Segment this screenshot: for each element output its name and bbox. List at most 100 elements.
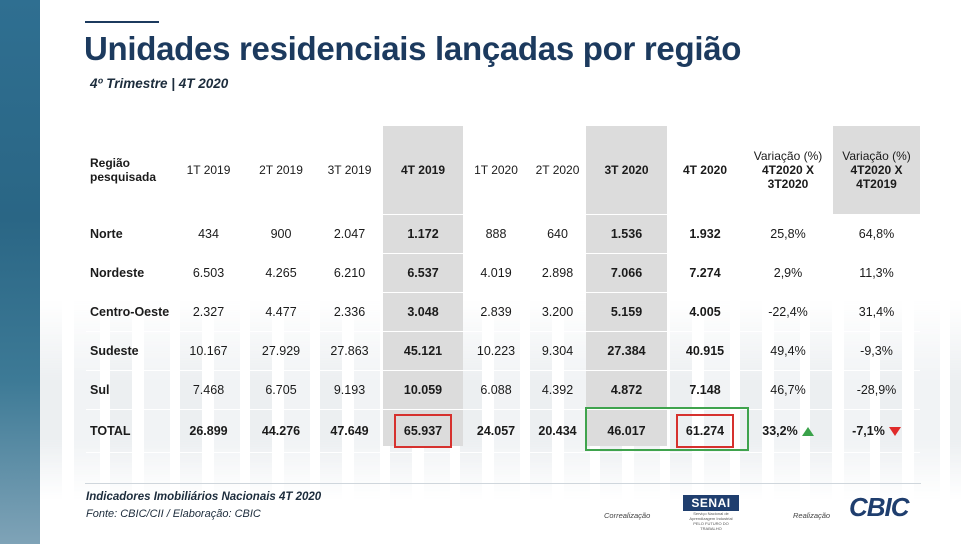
value-cell: -28,9% (833, 370, 920, 410)
var2-label: Variação (%) (842, 149, 911, 163)
value-text: 11,3% (859, 266, 894, 280)
sidebar-accent (0, 0, 40, 544)
value-cell: 7.066 (586, 253, 667, 293)
value-text: 9.304 (541, 344, 574, 358)
value-text: 45.121 (403, 344, 443, 358)
value-cell: 6.210 (316, 253, 383, 293)
value-cell: 3.200 (529, 292, 586, 332)
col-header-3t2020: 3T 2020 (586, 126, 667, 215)
highlight-red-value: 65.937 (393, 414, 453, 448)
value-text: 20.434 (538, 424, 577, 438)
table-row: Norte 434 900 2.047 1.172 888 640 1.536 1.932 25,… (86, 214, 920, 254)
value-text: 640 (547, 227, 568, 241)
correalizacao-label: Correalização (604, 511, 651, 520)
value-text: 1.932 (689, 227, 721, 241)
value-text: 46,7% (770, 383, 806, 397)
value-text: 27.863 (330, 344, 369, 358)
col-header-var-3t: Variação (%) 4T2020 X 3T2020 (743, 126, 833, 215)
regions-table: Região pesquisada 1T 2019 2T 2019 3T 201… (86, 126, 920, 453)
table-row: Centro-Oeste 2.327 4.477 2.336 3.048 2.839 3.2… (86, 292, 920, 332)
var1-label: Variação (%) (753, 149, 823, 163)
value-cell: 10.059 (383, 370, 463, 410)
value-cell: 900 (246, 214, 316, 254)
value-text: 7.274 (689, 266, 721, 280)
value-cell: 4.265 (246, 253, 316, 293)
value-text: 4.265 (265, 266, 297, 280)
value-cell: 27.384 (586, 331, 667, 371)
value-cell: 6.088 (463, 370, 529, 410)
col-header-var-4t: Variação (%) 4T2020 X 4T2019 (833, 126, 920, 215)
value-cell: 4.477 (246, 292, 316, 332)
value-text: 3.048 (407, 305, 439, 319)
value-cell: 20.434 (529, 409, 586, 453)
value-cell: 49,4% (743, 331, 833, 371)
value-cell: 2.898 (529, 253, 586, 293)
value-cell: 45.121 (383, 331, 463, 371)
value-cell: 7.148 (667, 370, 743, 410)
value-text: 26.899 (189, 424, 228, 438)
value-text: 4.392 (541, 383, 574, 397)
col-header-1t2019: 1T 2019 (171, 126, 246, 215)
table-header-row: Região pesquisada 1T 2019 2T 2019 3T 201… (86, 126, 920, 215)
value-cell: 6.705 (246, 370, 316, 410)
value-cell: -9,3% (833, 331, 920, 371)
value-cell: 46.017 (586, 409, 667, 453)
value-text: 6.537 (407, 266, 439, 280)
value-cell: 31,4% (833, 292, 920, 332)
value-text: -9,3% (860, 344, 893, 358)
value-cell: 4.019 (463, 253, 529, 293)
col-header-1t2020: 1T 2020 (463, 126, 529, 215)
value-text: 7.468 (192, 383, 225, 397)
value-cell: 4.005 (667, 292, 743, 332)
footer-rule (85, 483, 921, 484)
value-cell: 25,8% (743, 214, 833, 254)
value-cell: 5.159 (586, 292, 667, 332)
value-cell: 888 (463, 214, 529, 254)
value-text: 4.019 (480, 266, 512, 280)
value-cell: 4.392 (529, 370, 586, 410)
value-cell: -7,1% (833, 409, 920, 453)
value-text: 6.705 (265, 383, 297, 397)
value-text: 25,8% (770, 227, 806, 241)
col-header-region: Região pesquisada (86, 126, 171, 215)
value-cell: 2.839 (463, 292, 529, 332)
value-text: 9.193 (333, 383, 366, 397)
total-row: TOTAL 26.899 44.276 47.649 65.937 24.057 20.43… (86, 409, 920, 453)
value-cell: 64,8% (833, 214, 920, 254)
value-text: 2.047 (333, 227, 366, 241)
region-cell: TOTAL (86, 409, 171, 453)
table-row: Sudeste 10.167 27.929 27.863 45.121 10.223 9.3… (86, 331, 920, 371)
arrow-up-icon (801, 427, 814, 437)
page-title: Unidades residenciais lançadas por regiã… (84, 30, 742, 67)
value-text: 4.005 (689, 305, 721, 319)
value-text: 27.929 (261, 344, 301, 358)
value-cell: 27.863 (316, 331, 383, 371)
value-cell: 61.274 (667, 409, 743, 453)
senai-logo: SENAI Serviço Nacional de Aprendizagem I… (683, 495, 739, 531)
value-cell: 640 (529, 214, 586, 254)
col-header-2t2020: 2T 2020 (529, 126, 586, 215)
value-cell: 1.172 (383, 214, 463, 254)
value-text: 7.148 (689, 383, 721, 397)
value-cell: 7.468 (171, 370, 246, 410)
highlight-green-box (585, 407, 749, 451)
value-text: 31,4% (858, 305, 895, 319)
value-text: 6.088 (480, 383, 512, 397)
value-text: 33,2% (762, 424, 798, 438)
value-cell: 434 (171, 214, 246, 254)
title-rule (85, 21, 159, 23)
value-cell: 65.937 (383, 409, 463, 453)
value-cell: 6.537 (383, 253, 463, 293)
value-text: 888 (485, 227, 507, 241)
value-cell: 2.047 (316, 214, 383, 254)
value-text: -28,9% (856, 383, 897, 397)
arrow-down-icon (888, 427, 901, 437)
value-cell: 47.649 (316, 409, 383, 453)
value-cell: 4.872 (586, 370, 667, 410)
senai-logo-text: SENAI (683, 495, 739, 511)
value-cell: 10.223 (463, 331, 529, 371)
value-text: 7.066 (610, 266, 643, 280)
value-text: 49,4% (770, 344, 806, 358)
value-cell: 7.274 (667, 253, 743, 293)
value-cell: 3.048 (383, 292, 463, 332)
